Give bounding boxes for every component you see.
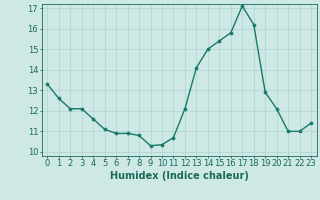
X-axis label: Humidex (Indice chaleur): Humidex (Indice chaleur) bbox=[110, 171, 249, 181]
